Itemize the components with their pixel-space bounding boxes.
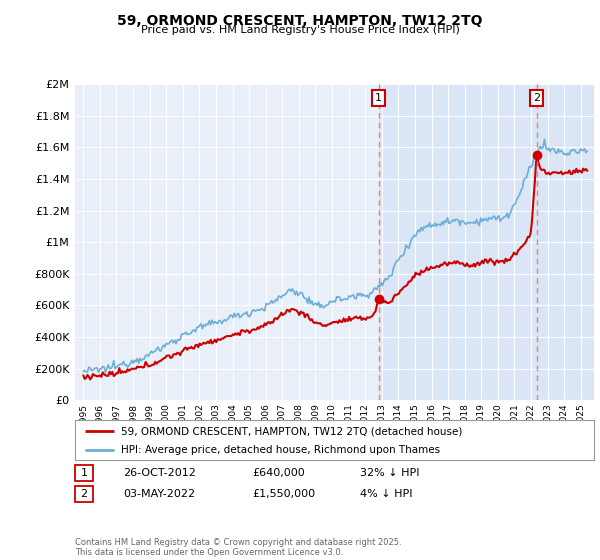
Text: 1: 1 xyxy=(80,468,88,478)
Text: 1: 1 xyxy=(375,93,382,103)
Text: £1,550,000: £1,550,000 xyxy=(252,489,315,499)
Text: Price paid vs. HM Land Registry's House Price Index (HPI): Price paid vs. HM Land Registry's House … xyxy=(140,25,460,35)
Text: 2: 2 xyxy=(533,93,540,103)
Text: 59, ORMOND CRESCENT, HAMPTON, TW12 2TQ: 59, ORMOND CRESCENT, HAMPTON, TW12 2TQ xyxy=(117,14,483,28)
Bar xyxy=(379,84,600,400)
Text: 2: 2 xyxy=(80,489,88,499)
Text: Contains HM Land Registry data © Crown copyright and database right 2025.
This d: Contains HM Land Registry data © Crown c… xyxy=(75,538,401,557)
Text: £640,000: £640,000 xyxy=(252,468,305,478)
Text: HPI: Average price, detached house, Richmond upon Thames: HPI: Average price, detached house, Rich… xyxy=(121,445,440,455)
Text: 32% ↓ HPI: 32% ↓ HPI xyxy=(360,468,419,478)
Text: 4% ↓ HPI: 4% ↓ HPI xyxy=(360,489,413,499)
Text: 03-MAY-2022: 03-MAY-2022 xyxy=(123,489,195,499)
Text: 59, ORMOND CRESCENT, HAMPTON, TW12 2TQ (detached house): 59, ORMOND CRESCENT, HAMPTON, TW12 2TQ (… xyxy=(121,426,462,436)
Text: 26-OCT-2012: 26-OCT-2012 xyxy=(123,468,196,478)
